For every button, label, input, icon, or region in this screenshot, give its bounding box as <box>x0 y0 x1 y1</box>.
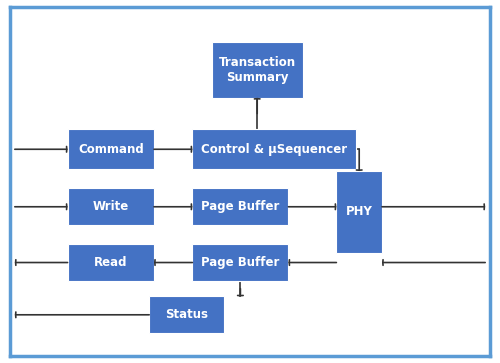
Text: Read: Read <box>94 256 128 269</box>
FancyBboxPatch shape <box>68 244 154 281</box>
FancyBboxPatch shape <box>192 188 288 225</box>
FancyBboxPatch shape <box>192 129 356 169</box>
FancyBboxPatch shape <box>68 129 154 169</box>
Text: PHY: PHY <box>346 205 372 219</box>
Text: Page Buffer: Page Buffer <box>201 256 280 269</box>
FancyBboxPatch shape <box>336 171 382 253</box>
Text: Control & μSequencer: Control & μSequencer <box>201 143 347 156</box>
FancyBboxPatch shape <box>68 188 154 225</box>
Text: Write: Write <box>92 200 129 213</box>
FancyBboxPatch shape <box>212 42 303 98</box>
FancyBboxPatch shape <box>149 297 224 333</box>
FancyBboxPatch shape <box>192 244 288 281</box>
Text: Transaction
Summary: Transaction Summary <box>218 56 296 84</box>
Text: Status: Status <box>165 308 208 321</box>
Text: Command: Command <box>78 143 144 156</box>
Text: Page Buffer: Page Buffer <box>201 200 280 213</box>
